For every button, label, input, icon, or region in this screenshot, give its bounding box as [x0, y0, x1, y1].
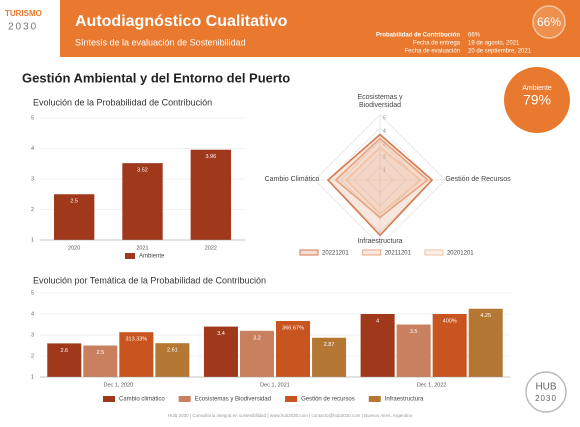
- bar: [190, 149, 232, 240]
- y-tick-label: 1: [31, 374, 34, 380]
- detail-label: Fecha de evaluación: [405, 49, 460, 55]
- x-tick-label: 2020: [68, 245, 80, 251]
- legend-label: Gestión de recursos: [301, 397, 355, 403]
- legend-swatch: [178, 396, 191, 402]
- bar: [468, 308, 503, 377]
- y-tick-label: 4: [31, 146, 34, 152]
- value-label: 4: [376, 318, 379, 324]
- value-label: 3.96: [205, 154, 216, 160]
- logo-top: TURISMO: [5, 9, 42, 18]
- r-tick-label: 5: [383, 115, 386, 121]
- bar: [53, 194, 95, 240]
- value-label: 2.5: [96, 350, 104, 356]
- y-tick-label: 3: [31, 332, 34, 338]
- legend-swatch: [103, 396, 115, 402]
- r-tick-label: 4: [383, 128, 386, 134]
- bar: [312, 337, 347, 377]
- chart-title: Evolución por Temática de la Probabilida…: [33, 275, 266, 285]
- y-tick-label: 3: [31, 176, 34, 182]
- legend-swatch: [368, 396, 381, 402]
- header-badge: [532, 5, 566, 39]
- header-bar: [60, 0, 580, 57]
- legend-label: Ambiente: [139, 254, 165, 260]
- legend-label: Cambio climático: [119, 397, 165, 403]
- legend-swatch: [424, 249, 444, 256]
- bar: [47, 343, 82, 377]
- section-badge-value: 79%: [523, 92, 551, 108]
- radar-area: [334, 137, 429, 219]
- x-tick-label: 2022: [205, 245, 217, 251]
- value-label: 2.5: [70, 199, 78, 205]
- header-badge-text: 66%: [537, 15, 561, 29]
- radar-area: [345, 146, 422, 216]
- bar: [203, 326, 238, 377]
- footer: HUB 2030 | Consultoría integral en soste…: [168, 413, 413, 418]
- bar: [276, 320, 311, 377]
- value-label: 3.52: [137, 168, 148, 174]
- bar: [396, 324, 431, 377]
- axis-label: Cambio Climático: [264, 176, 320, 183]
- value-label: 400%: [443, 318, 457, 324]
- legend-swatch: [285, 396, 298, 402]
- bar: [122, 163, 163, 240]
- y-tick-label: 2: [31, 207, 34, 213]
- x-tick-label: Dec 1, 2022: [417, 382, 447, 388]
- y-tick-label: 5: [31, 115, 34, 121]
- x-tick-label: 2021: [136, 245, 148, 251]
- y-tick-label: 1: [31, 237, 34, 243]
- axis-label: Infraestructura: [357, 238, 403, 245]
- legend-label: 20201201: [447, 251, 474, 257]
- r-tick-label: 2: [383, 154, 386, 160]
- bar: [155, 343, 190, 377]
- section-badge: [504, 67, 570, 133]
- section-badge-label: Ambiente: [522, 85, 552, 92]
- header-subtitle: Síntesis de la evaluación de Sostenibili…: [75, 37, 246, 47]
- detail-value: 20 de septiembre, 2021: [468, 49, 532, 55]
- bar: [360, 314, 395, 377]
- axis-label: Ecosistemas y Biodiversidad: [357, 94, 403, 109]
- x-tick-label: Dec 1, 2020: [103, 382, 133, 388]
- r-tick-label: 1: [383, 167, 386, 173]
- legend-swatch: [362, 249, 382, 256]
- value-label: 3.5: [410, 329, 418, 335]
- y-tick-label: 2: [31, 353, 34, 359]
- detail-label: Fecha de entrega: [413, 41, 461, 47]
- value-label: 3.4: [217, 331, 225, 337]
- r-tick-label: 3: [383, 141, 386, 147]
- y-tick-label: 5: [31, 290, 34, 296]
- y-tick-label: 4: [31, 311, 34, 317]
- brand-top: HUB: [535, 382, 556, 393]
- bar: [239, 330, 274, 377]
- value-label: 313.33%: [125, 337, 147, 343]
- logo-bottom: 2030: [8, 22, 38, 33]
- brand-bottom: 2030: [535, 394, 557, 403]
- detail-value: 19 de agosto, 2021: [468, 41, 520, 47]
- value-label: 4.25: [480, 313, 491, 319]
- value-label: 366.67%: [282, 325, 304, 331]
- value-label: 2.87: [324, 342, 335, 348]
- detail-label: Probabilidad de Contribución: [376, 33, 460, 39]
- legend-label: 20221201: [322, 251, 349, 257]
- value-label: 2.61: [167, 348, 178, 354]
- brand-circle: [525, 371, 567, 413]
- axis-label: Gestión de Recursos: [445, 176, 511, 183]
- value-label: 3.2: [253, 335, 261, 341]
- chart-title: Evolución de la Probabilidad de Contribu…: [33, 97, 212, 107]
- header-title: Autodiagnóstico Cualitativo: [75, 13, 288, 30]
- bar: [83, 345, 118, 377]
- value-label: 2.6: [60, 348, 68, 354]
- radar-area: [326, 133, 434, 237]
- legend-swatch: [125, 253, 135, 259]
- legend-label: Ecosistemas y Biodiversidad: [195, 397, 271, 403]
- section-title: Gestión Ambiental y del Entorno del Puer…: [22, 70, 290, 85]
- legend-swatch: [299, 249, 319, 256]
- detail-value: 66%: [468, 33, 481, 39]
- legend-label: 20211201: [385, 251, 412, 257]
- legend-label: Infraestructura: [385, 397, 424, 403]
- bar: [432, 314, 467, 377]
- bar: [119, 332, 154, 377]
- x-tick-label: Dec 1, 2021: [260, 382, 290, 388]
